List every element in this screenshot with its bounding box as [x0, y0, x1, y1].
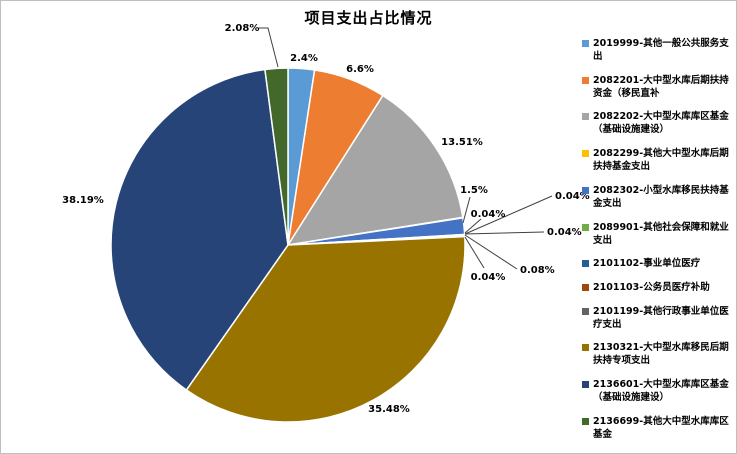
- leader-line-2089901: [464, 195, 553, 235]
- legend-label: 2136699-其他大中型水库库区基金: [593, 415, 729, 440]
- legend-label: 2082201-大中型水库后期扶持资金（移民直补: [593, 74, 729, 99]
- pct-label-2130321: 35.48%: [368, 404, 410, 415]
- legend-item-2082299: 2082299-其他大中型水库后期扶持基金支出: [582, 147, 732, 173]
- legend-label: 2082202-大中型水库库区基金（基础设施建设）: [593, 111, 729, 136]
- pct-label-2136601: 38.19%: [62, 195, 104, 206]
- legend-item-2019999: 2019999-其他一般公共服务支出: [582, 37, 732, 63]
- legend-item-2136699: 2136699-其他大中型水库库区基金: [582, 415, 732, 441]
- legend-swatch-icon: [582, 260, 589, 268]
- pct-label-2019999: 2.4%: [290, 53, 318, 64]
- legend-item-2101103: 2101103-公务员医疗补助: [582, 281, 732, 294]
- leader-line-2082299: [464, 218, 482, 234]
- legend-label: 2082299-其他大中型水库后期扶持基金支出: [593, 148, 729, 173]
- legend-item-2101102: 2101102-事业单位医疗: [582, 257, 732, 270]
- legend-swatch-icon: [582, 417, 589, 425]
- pct-label-2101103: 0.04%: [471, 272, 506, 283]
- legend-swatch-icon: [582, 284, 589, 292]
- pie-slice-2082202: [286, 94, 464, 246]
- legend-label: 2101102-事业单位医疗: [593, 258, 701, 270]
- legend-item-2089901: 2089901-其他社会保障和就业支出: [582, 221, 732, 247]
- legend-item-2101199: 2101199-其他行政事业单位医疗支出: [582, 305, 732, 331]
- pct-label-2101199: 0.08%: [520, 265, 555, 276]
- legend-item-2136601: 2136601-大中型水库库区基金（基础设施建设）: [582, 378, 732, 404]
- legend-item-2082201: 2082201-大中型水库后期扶持资金（移民直补: [582, 74, 732, 100]
- legend-swatch-icon: [582, 186, 589, 194]
- legend-label: 2082302-小型水库移民扶持基金支出: [593, 184, 729, 209]
- pct-label-2136699: 2.08%: [225, 23, 260, 34]
- legend-label: 2136601-大中型水库库区基金（基础设施建设）: [593, 379, 729, 404]
- legend-swatch-icon: [582, 150, 589, 158]
- chart-legend: 2019999-其他一般公共服务支出 2082201-大中型水库后期扶持资金（移民…: [582, 37, 732, 441]
- legend-swatch-icon: [582, 113, 589, 121]
- legend-item-2082302: 2082302-小型水库移民扶持基金支出: [582, 184, 732, 210]
- leader-line-2101103: [464, 236, 485, 269]
- pct-label-2082302: 1.5%: [460, 185, 488, 196]
- legend-label: 2101199-其他行政事业单位医疗支出: [593, 305, 729, 330]
- legend-swatch-icon: [582, 76, 589, 84]
- legend-item-2130321: 2130321-大中型水库移民后期扶持专项支出: [582, 341, 732, 367]
- leader-line-2101199: [464, 234, 518, 270]
- legend-swatch-icon: [582, 344, 589, 352]
- pct-label-2082299: 0.04%: [471, 209, 506, 220]
- legend-swatch-icon: [582, 40, 589, 47]
- legend-label: 2019999-其他一般公共服务支出: [593, 38, 729, 62]
- pie-slice-2130321: [185, 235, 466, 423]
- legend-label: 2101103-公务员医疗补助: [593, 282, 710, 294]
- legend-label: 2089901-其他社会保障和就业支出: [593, 221, 729, 246]
- pct-label-2082201: 6.6%: [346, 64, 374, 75]
- legend-item-2082202: 2082202-大中型水库库区基金（基础设施建设）: [582, 110, 732, 136]
- leader-line-2136699: [258, 27, 279, 68]
- legend-label: 2130321-大中型水库移民后期扶持专项支出: [593, 342, 729, 367]
- pie-slice-2136699: [264, 67, 289, 246]
- pct-label-2082202: 13.51%: [441, 137, 483, 148]
- legend-swatch-icon: [582, 307, 589, 315]
- pct-label-2101102: 0.04%: [547, 227, 582, 238]
- pct-label-2089901: 0.04%: [555, 191, 590, 202]
- legend-swatch-icon: [582, 223, 589, 231]
- legend-swatch-icon: [582, 381, 589, 389]
- leader-line-2101102: [464, 231, 545, 235]
- pie-slice-2136601: [110, 68, 289, 391]
- leader-line-2082302: [462, 196, 471, 224]
